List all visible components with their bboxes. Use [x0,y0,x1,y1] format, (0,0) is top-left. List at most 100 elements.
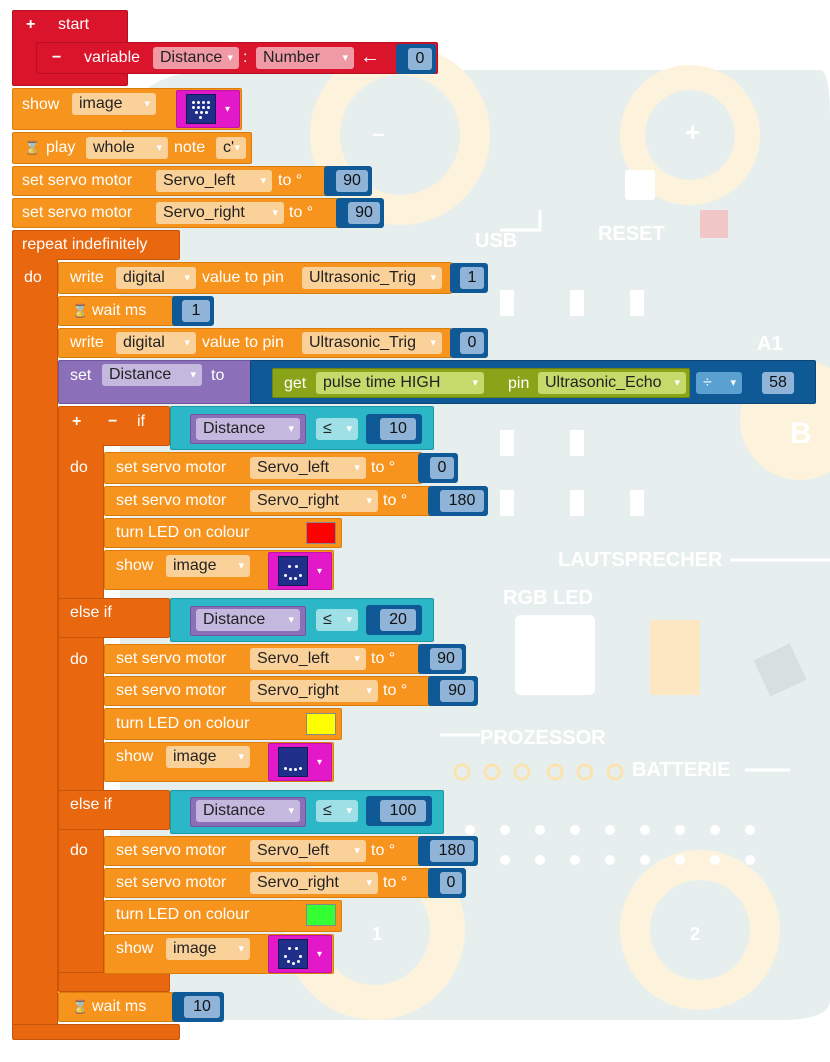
wait-ms-block[interactable] [58,296,178,326]
to-degree-label: to ° [383,874,408,891]
operator-dropdown[interactable]: ÷ [696,372,742,394]
servo-left-dropdown[interactable]: Servo_left [250,840,366,862]
wait-ms-label: wait ms [92,302,147,319]
show-type-dropdown[interactable]: image [166,746,250,768]
compare-operator-dropdown[interactable]: ≤ [316,609,358,631]
repeat-forever-block[interactable] [12,230,180,260]
value-to-pin-label: value to pin [202,269,284,286]
if-block-header[interactable] [58,406,170,446]
else-if-header-1[interactable] [58,598,170,638]
wait-value-input[interactable]: 1 [182,300,210,322]
set-servo-label: set servo motor [22,172,133,189]
yellow-colour-swatch[interactable] [306,713,336,735]
servo-value-input[interactable]: 0 [440,872,462,894]
write-mode-dropdown[interactable]: digital [116,332,196,354]
note-value-field[interactable]: c' [216,137,246,159]
set-variable-dropdown[interactable]: Distance [102,364,202,386]
board-label-pin1: 1 [372,924,383,944]
variable-name-field[interactable]: Distance [153,47,239,69]
turn-led-on-block[interactable] [104,708,342,740]
servo-right-dropdown[interactable]: Servo_right [250,490,378,512]
show-label: show [22,96,60,113]
variable-type-dropdown[interactable]: Number [256,47,354,69]
servo-left-dropdown[interactable]: Servo_left [156,170,272,192]
if-block-footer [58,972,170,992]
if-do-label: do [70,459,88,476]
smile-image-icon [278,556,308,586]
board-label-processor: PROZESSOR [480,727,606,749]
pulse-type-dropdown[interactable]: pulse time HIGH [316,372,484,394]
to-degree-label: to ° [383,682,408,699]
servo-right-value-input[interactable]: 90 [348,202,380,224]
turn-led-on-block[interactable] [104,900,342,932]
trig-pin-field[interactable]: Ultrasonic_Trig [302,332,442,354]
servo-value-input[interactable]: 180 [430,840,474,862]
servo-left-value-input[interactable]: 90 [336,170,368,192]
show-type-dropdown[interactable]: image [166,555,250,577]
show-type-dropdown[interactable]: image [72,93,156,115]
repeat-label: repeat indefinitely [22,236,148,253]
init-value-input[interactable]: 0 [408,48,432,70]
echo-pin-field[interactable]: Ultrasonic_Echo [538,372,686,394]
start-plus-button[interactable]: + [26,16,36,33]
trig-pin-field[interactable]: Ultrasonic_Trig [302,267,442,289]
note-length-dropdown[interactable]: whole [86,137,168,159]
to-degree-label: to ° [371,650,396,667]
image-picker-arrow-icon[interactable]: ▾ [317,566,323,577]
servo-value-input[interactable]: 0 [430,457,454,479]
repeat-do-label: do [24,269,42,286]
distance-var-dropdown[interactable]: Distance [196,418,300,440]
compare-operator-dropdown[interactable]: ≤ [316,800,358,822]
set-servo-label: set servo motor [116,682,227,699]
compare-value-input[interactable]: 100 [380,800,426,822]
compare-value-input[interactable]: 10 [380,418,416,440]
start-minus-button[interactable]: − [52,49,62,66]
show-type-dropdown[interactable]: image [166,938,250,960]
repeat-forever-spine [12,258,58,1026]
image-picker-arrow-icon[interactable]: ▾ [317,757,323,768]
distance-var-dropdown[interactable]: Distance [196,609,300,631]
board-label-plus: + [685,117,701,147]
heart-image-icon [186,94,216,124]
to-degree-label: to ° [371,459,396,476]
start-title: start [58,16,90,33]
write-value-input[interactable]: 1 [460,267,484,289]
distance-var-dropdown[interactable]: Distance [196,800,300,822]
write-label: write [70,334,104,351]
turn-led-on-block[interactable] [104,518,342,548]
red-colour-swatch[interactable] [306,522,336,544]
servo-right-dropdown[interactable]: Servo_right [250,872,378,894]
write-mode-dropdown[interactable]: digital [116,267,196,289]
servo-right-dropdown[interactable]: Servo_right [156,202,284,224]
servo-left-dropdown[interactable]: Servo_left [250,457,366,479]
servo-left-dropdown[interactable]: Servo_left [250,648,366,670]
image-picker-arrow-icon[interactable]: ▾ [317,949,323,960]
else-if-header-2[interactable] [58,790,170,830]
servo-value-input[interactable]: 180 [440,490,484,512]
divisor-input[interactable]: 58 [762,372,794,394]
write-value-input[interactable]: 0 [460,332,484,354]
green-colour-swatch[interactable] [306,904,336,926]
hourglass-icon: ⌛ [24,140,41,155]
set-servo-label: set servo motor [22,204,133,221]
variable-keyword: variable [84,49,141,66]
hourglass-icon: ⌛ [72,999,89,1014]
image-picker-arrow-icon[interactable]: ▾ [225,104,231,115]
compare-operator-dropdown[interactable]: ≤ [316,418,358,440]
servo-value-input[interactable]: 90 [430,648,462,670]
board-label-speaker: LAUTSPRECHER [558,549,723,571]
wait-value-input[interactable]: 10 [184,996,220,1018]
note-label: note [174,139,206,156]
turn-led-label: turn LED on colour [116,524,250,541]
servo-right-dropdown[interactable]: Servo_right [250,680,378,702]
set-servo-label: set servo motor [116,459,227,476]
if-plus-button[interactable]: + [72,413,82,430]
if-minus-button[interactable]: − [108,413,118,430]
board-label-battery: BATTERIE [632,759,731,781]
servo-value-input[interactable]: 90 [440,680,474,702]
compare-value-input[interactable]: 20 [380,609,416,631]
repeat-forever-footer [12,1024,180,1040]
board-label-minus: – [372,121,385,146]
show-label: show [116,940,154,957]
